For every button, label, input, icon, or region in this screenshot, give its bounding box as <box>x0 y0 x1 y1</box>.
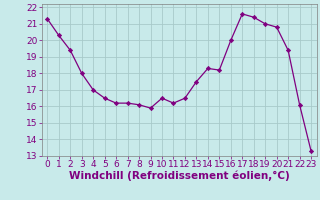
X-axis label: Windchill (Refroidissement éolien,°C): Windchill (Refroidissement éolien,°C) <box>69 171 290 181</box>
